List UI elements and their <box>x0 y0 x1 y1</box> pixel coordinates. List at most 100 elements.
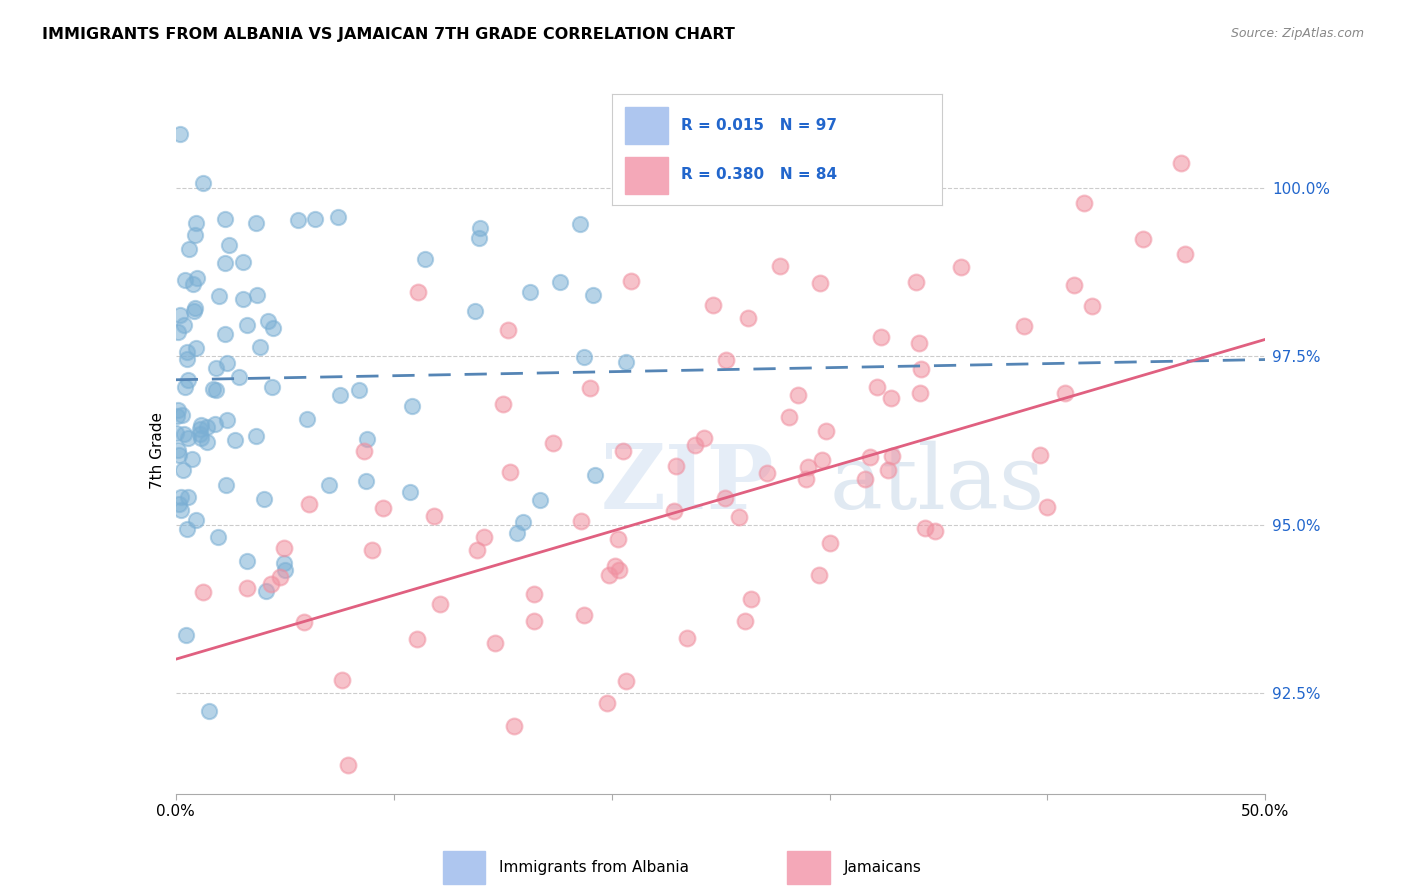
Point <box>401 399 423 413</box>
Text: Jamaicans: Jamaicans <box>844 860 921 875</box>
Point <box>429 597 451 611</box>
Point <box>224 433 246 447</box>
Point <box>215 478 238 492</box>
Point <box>1053 385 1076 400</box>
Point <box>173 427 195 442</box>
Point <box>169 127 191 141</box>
Point <box>550 275 572 289</box>
Point <box>714 353 737 368</box>
Point <box>406 285 429 299</box>
Point <box>304 212 326 227</box>
Point <box>354 474 377 488</box>
Point <box>232 255 254 269</box>
Point <box>815 424 838 438</box>
Point <box>1081 299 1104 313</box>
Point <box>794 472 817 486</box>
Point <box>195 420 218 434</box>
Point <box>807 568 830 582</box>
Point <box>734 614 756 628</box>
Point <box>205 361 228 376</box>
Bar <box>624 107 668 144</box>
Point <box>201 382 224 396</box>
Point <box>172 463 194 477</box>
Point <box>569 217 592 231</box>
Text: Source: ZipAtlas.com: Source: ZipAtlas.com <box>1230 27 1364 40</box>
Point <box>866 380 889 394</box>
Point <box>467 231 489 245</box>
Point <box>181 452 204 467</box>
Point <box>329 388 352 402</box>
Point <box>207 531 229 545</box>
Point <box>214 256 236 270</box>
Point <box>214 327 236 342</box>
Point <box>907 335 929 350</box>
Point <box>683 438 706 452</box>
Point <box>246 288 269 302</box>
Point <box>472 531 495 545</box>
Point <box>853 472 876 486</box>
Point <box>1174 246 1197 260</box>
Point <box>228 369 250 384</box>
Point <box>1063 278 1085 293</box>
Point <box>596 697 619 711</box>
Point <box>620 274 643 288</box>
Point <box>612 444 634 458</box>
Point <box>778 409 800 424</box>
Point <box>413 252 436 267</box>
Point <box>188 426 211 441</box>
Point <box>512 515 534 529</box>
Point <box>173 318 195 332</box>
Point <box>172 408 194 422</box>
Point <box>859 450 882 465</box>
Point <box>1012 319 1035 334</box>
Bar <box>624 157 668 194</box>
Point <box>876 463 898 477</box>
Point <box>1036 500 1059 515</box>
Point <box>260 380 283 394</box>
Point <box>214 211 236 226</box>
Point <box>287 213 309 227</box>
Point <box>218 237 240 252</box>
Point <box>177 431 200 445</box>
Point <box>869 330 891 344</box>
Point <box>184 216 207 230</box>
Point <box>529 493 551 508</box>
Text: R = 0.015   N = 97: R = 0.015 N = 97 <box>681 118 837 133</box>
Point <box>269 570 291 584</box>
Point <box>465 543 488 558</box>
Point <box>188 422 211 436</box>
Point <box>693 431 716 445</box>
Point <box>702 298 724 312</box>
Point <box>177 490 200 504</box>
Point <box>523 587 546 601</box>
Point <box>174 628 197 642</box>
Point <box>464 303 486 318</box>
Point <box>755 467 778 481</box>
Point <box>184 342 207 356</box>
Point <box>811 453 834 467</box>
Point <box>215 356 238 370</box>
Point <box>191 176 214 190</box>
Point <box>176 522 198 536</box>
Point <box>326 211 349 225</box>
Point <box>273 556 295 570</box>
Point <box>181 277 204 291</box>
Point <box>169 308 191 322</box>
Point <box>256 314 278 328</box>
Point <box>169 497 191 511</box>
Point <box>607 563 630 577</box>
Point <box>170 503 193 517</box>
Point <box>245 216 267 230</box>
Point <box>543 435 565 450</box>
Point <box>880 392 903 406</box>
Point <box>191 585 214 599</box>
Point <box>1029 448 1052 462</box>
Point <box>167 442 190 457</box>
Point <box>506 525 529 540</box>
Point <box>605 559 627 574</box>
Point <box>728 510 751 524</box>
Point <box>273 541 295 555</box>
Point <box>1073 196 1095 211</box>
Point <box>1170 156 1192 170</box>
Point <box>470 221 492 235</box>
